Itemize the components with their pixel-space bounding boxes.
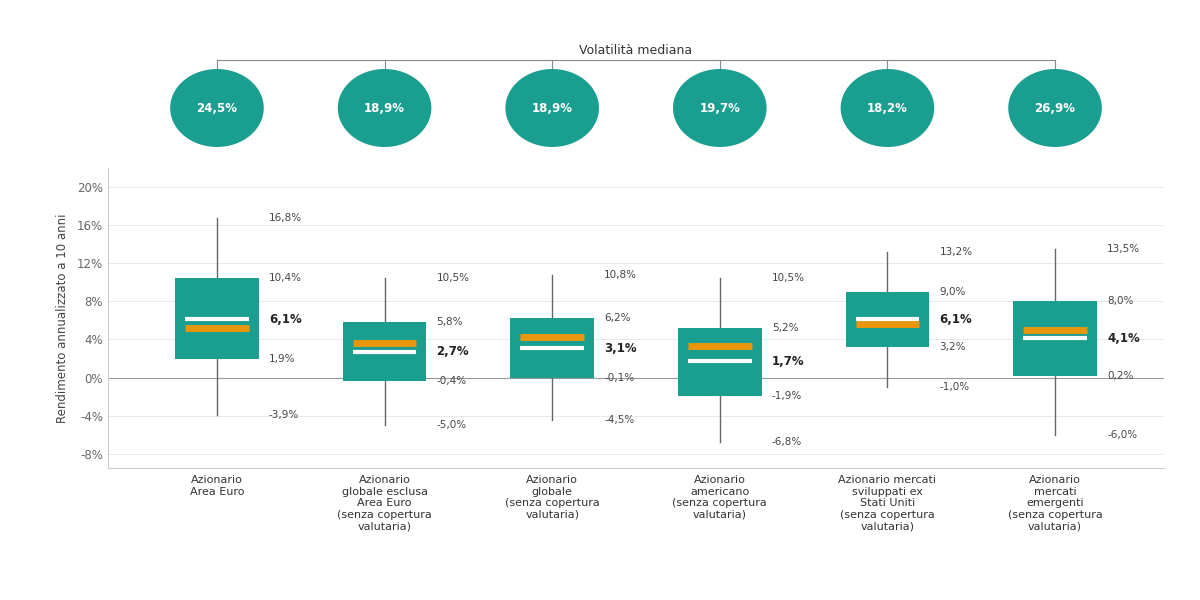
Text: 3,1%: 3,1% bbox=[604, 341, 637, 355]
Text: -1,0%: -1,0% bbox=[940, 382, 970, 392]
Text: Volatilità mediana: Volatilità mediana bbox=[580, 44, 692, 57]
Text: -6,8%: -6,8% bbox=[772, 437, 802, 447]
Text: 18,2%: 18,2% bbox=[866, 101, 908, 115]
Text: 9,0%: 9,0% bbox=[940, 287, 966, 297]
Text: -6,0%: -6,0% bbox=[1108, 430, 1138, 440]
Bar bbox=[846, 292, 929, 347]
Text: 16,8%: 16,8% bbox=[269, 212, 302, 223]
Text: 19,7%: 19,7% bbox=[700, 101, 740, 115]
Text: 10,8%: 10,8% bbox=[604, 269, 637, 280]
Text: -0,1%: -0,1% bbox=[604, 373, 635, 383]
Y-axis label: Rendimento annualizzato a 10 anni: Rendimento annualizzato a 10 anni bbox=[55, 213, 68, 423]
Text: 10,4%: 10,4% bbox=[269, 274, 302, 283]
Text: 26,9%: 26,9% bbox=[1034, 101, 1075, 115]
Text: -5,0%: -5,0% bbox=[437, 420, 467, 430]
Text: 6,1%: 6,1% bbox=[269, 313, 301, 326]
Text: -3,9%: -3,9% bbox=[269, 410, 299, 419]
Text: -0,4%: -0,4% bbox=[437, 376, 467, 386]
Text: 24,5%: 24,5% bbox=[197, 101, 238, 115]
Text: 13,2%: 13,2% bbox=[940, 247, 972, 257]
Text: 2,7%: 2,7% bbox=[437, 346, 469, 358]
Text: 5,8%: 5,8% bbox=[437, 317, 463, 327]
Text: 5,2%: 5,2% bbox=[772, 323, 798, 333]
Text: 8,0%: 8,0% bbox=[1108, 296, 1133, 307]
Text: 1,9%: 1,9% bbox=[269, 355, 295, 364]
Text: 4,1%: 4,1% bbox=[1108, 332, 1140, 345]
Bar bbox=[510, 319, 594, 379]
Bar bbox=[175, 278, 259, 359]
Text: 18,9%: 18,9% bbox=[364, 101, 406, 115]
Text: 1,7%: 1,7% bbox=[772, 355, 804, 368]
Bar bbox=[343, 322, 426, 382]
Text: 18,9%: 18,9% bbox=[532, 101, 572, 115]
Bar bbox=[678, 328, 762, 395]
Text: 0,2%: 0,2% bbox=[1108, 371, 1133, 380]
Text: -1,9%: -1,9% bbox=[772, 391, 802, 401]
Text: 10,5%: 10,5% bbox=[772, 272, 805, 283]
Text: 13,5%: 13,5% bbox=[1108, 244, 1140, 254]
Text: 10,5%: 10,5% bbox=[437, 272, 469, 283]
Text: -4,5%: -4,5% bbox=[604, 415, 635, 425]
Bar bbox=[1013, 301, 1097, 376]
Text: 6,1%: 6,1% bbox=[940, 313, 972, 326]
Text: 6,2%: 6,2% bbox=[604, 313, 631, 323]
Text: 3,2%: 3,2% bbox=[940, 342, 966, 352]
